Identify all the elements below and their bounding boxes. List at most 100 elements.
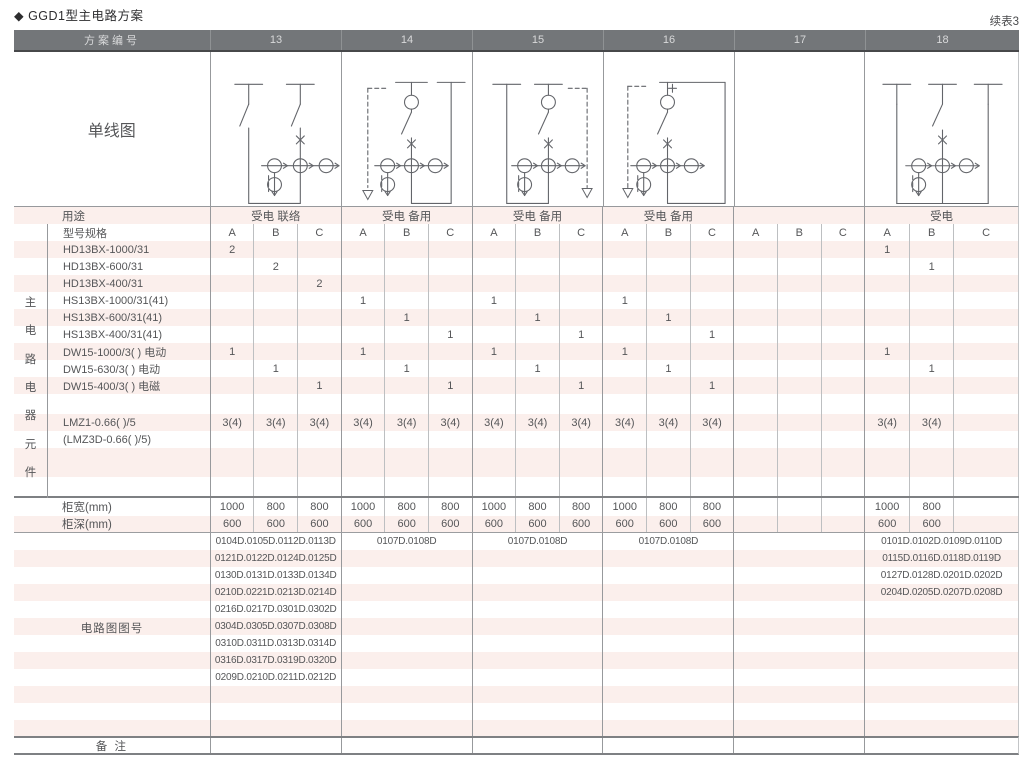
value-cell bbox=[689, 241, 734, 258]
value-cell bbox=[776, 292, 821, 309]
component-model-label: HD13BX-1000/31 bbox=[62, 243, 150, 256]
value-cell bbox=[909, 241, 953, 258]
value-cell bbox=[734, 394, 777, 414]
value-cell: 1 bbox=[427, 377, 472, 394]
value-cell bbox=[689, 275, 734, 292]
value-cell bbox=[865, 326, 909, 343]
value-cell bbox=[820, 448, 865, 477]
merged-cell bbox=[471, 635, 603, 652]
value-cell bbox=[515, 275, 559, 292]
scheme-column: 1 bbox=[471, 292, 603, 309]
value-cell bbox=[211, 275, 254, 292]
scheme-column bbox=[340, 394, 472, 414]
circuit-number-row: 0121D.0122D.0124D.0125D 0115D.0116D.0118D… bbox=[14, 550, 1019, 567]
circuit-label-spacer bbox=[14, 550, 210, 567]
value-cell bbox=[297, 258, 341, 275]
value-cell bbox=[953, 477, 1018, 496]
value-cell bbox=[776, 275, 821, 292]
value-cell bbox=[384, 326, 428, 343]
merged-cell: 0104D.0105D.0112D.0113D bbox=[209, 533, 341, 550]
scheme-column: 1 bbox=[602, 343, 733, 360]
scheme-header-16: 16 bbox=[603, 30, 734, 50]
value-cell: 3(4) bbox=[297, 414, 341, 431]
scheme-column: 1 bbox=[602, 292, 733, 309]
cabinet-depth-row: 柜深(mm) 600 600 600 600 600 600 600 600 600 600 600 6… bbox=[14, 516, 1019, 533]
component-model-label: HD13BX-400/31 bbox=[62, 277, 144, 290]
circuit-number-row: 0310D.0311D.0313D.0314D bbox=[14, 635, 1019, 652]
scheme-column: 1 bbox=[471, 326, 603, 343]
scheme-column: 3(4) 3(4) bbox=[864, 414, 1018, 431]
value-cell bbox=[865, 448, 909, 477]
scheme-column: 1000 800 800 bbox=[602, 498, 733, 516]
value-cell bbox=[473, 394, 516, 414]
value-cell: 1 bbox=[621, 345, 628, 358]
merged-cell bbox=[602, 738, 733, 753]
scheme-column bbox=[471, 394, 603, 414]
merged-cell: 0130D.0131D.0133D.0134D bbox=[209, 567, 341, 584]
value-cell bbox=[865, 258, 909, 275]
value-cell bbox=[297, 292, 341, 309]
value-cell bbox=[342, 394, 385, 414]
scheme-header-14: 14 bbox=[341, 30, 472, 50]
merged-cell bbox=[471, 601, 603, 618]
value-cell: B bbox=[909, 224, 953, 241]
component-model-label bbox=[48, 448, 210, 477]
merged-cell: 受电 备用 bbox=[602, 207, 733, 224]
value-cell bbox=[558, 275, 603, 292]
merged-cell bbox=[471, 584, 603, 601]
value-cell bbox=[603, 394, 646, 414]
value-cell bbox=[211, 309, 254, 326]
value-cell bbox=[211, 431, 254, 448]
value-cell bbox=[603, 309, 646, 326]
value-cell bbox=[473, 275, 516, 292]
value-cell: C bbox=[558, 224, 603, 241]
circuit-number-label: 电路图图号 bbox=[80, 623, 144, 635]
value-cell bbox=[515, 477, 559, 496]
value-cell bbox=[384, 394, 428, 414]
component-model-label: HS13BX-400/31(41) bbox=[62, 328, 163, 341]
scheme-column bbox=[733, 309, 864, 326]
value-cell: 3(4) bbox=[877, 416, 897, 429]
value-cell: C bbox=[297, 224, 341, 241]
value-cell bbox=[384, 275, 428, 292]
circuit-diagram-icon bbox=[491, 83, 593, 204]
value-cell: 1 bbox=[621, 294, 628, 307]
value-cell bbox=[558, 292, 603, 309]
value-cell bbox=[646, 241, 690, 258]
value-cell bbox=[734, 343, 777, 360]
merged-cell: 受电 备用 bbox=[340, 207, 472, 224]
value-cell: 3(4) bbox=[253, 414, 297, 431]
scheme-column: 600 600 600 bbox=[340, 516, 472, 532]
value-cell: 1 bbox=[359, 345, 367, 358]
value-cell: B bbox=[384, 224, 428, 241]
merged-cell bbox=[733, 686, 864, 703]
value-cell bbox=[909, 477, 953, 496]
value-cell bbox=[953, 258, 1018, 275]
side-strip-cell bbox=[14, 275, 48, 292]
cabinet-width-label: 柜宽(mm) bbox=[62, 502, 112, 514]
value-cell bbox=[603, 360, 646, 377]
value-cell: 3(4) bbox=[427, 414, 472, 431]
circuit-number-row: 0210D.0221D.0213D.0214D 0204D.0205D.0207D… bbox=[14, 584, 1019, 601]
value-cell bbox=[689, 394, 734, 414]
value-cell bbox=[734, 516, 777, 532]
value-cell bbox=[646, 258, 690, 275]
value-cell bbox=[342, 258, 385, 275]
cabinet-depth-label: 柜深(mm) bbox=[62, 519, 112, 531]
merged-cell: 0216D.0217D.0301D.0302D bbox=[209, 601, 341, 618]
scheme-column: 1000 800 bbox=[864, 498, 1018, 516]
value-cell: 1 bbox=[490, 345, 497, 358]
merged-cell: 0204D.0205D.0207D.0208D bbox=[864, 584, 1018, 601]
grid-rows-host: 用途 受电 联络 受电 备用 受电 备用 受电 备用 受电 型号规格 A B C A B C A B C A B C… bbox=[14, 207, 1019, 755]
value-cell bbox=[646, 275, 690, 292]
value-cell bbox=[211, 377, 254, 394]
merged-cell bbox=[471, 686, 603, 703]
merged-cell bbox=[602, 567, 733, 584]
value-cell: 1 bbox=[909, 258, 953, 275]
circuit-diagram-icon bbox=[233, 83, 340, 204]
value-cell bbox=[297, 326, 341, 343]
scheme-column bbox=[864, 477, 1018, 496]
value-cell bbox=[689, 360, 734, 377]
merged-cell bbox=[602, 635, 733, 652]
